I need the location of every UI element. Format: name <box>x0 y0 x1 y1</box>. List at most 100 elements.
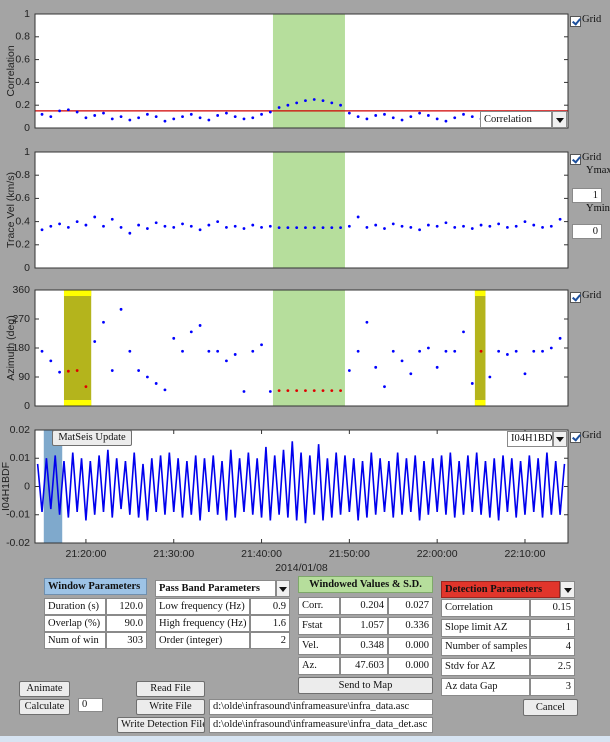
data-point <box>321 99 325 103</box>
param-value[interactable]: 1.6 <box>250 615 290 632</box>
data-point <box>93 114 97 117</box>
param-value[interactable]: 2 <box>250 632 290 649</box>
param-value[interactable]: 303 <box>106 632 147 649</box>
param-value[interactable]: 4 <box>530 638 575 657</box>
y-axis-label: Trace Vel (km/s) <box>5 172 17 248</box>
data-point <box>532 223 536 227</box>
grid-checkbox[interactable] <box>570 292 581 303</box>
data-point <box>391 222 395 226</box>
param-value[interactable]: 1 <box>530 618 575 637</box>
data-point <box>277 389 281 393</box>
data-point <box>216 114 220 117</box>
y-axis-label: Correlation <box>5 45 17 97</box>
data-point <box>374 114 378 117</box>
y-tick-label: 90 <box>18 371 30 383</box>
data-point <box>84 223 88 227</box>
data-point <box>277 106 281 109</box>
data-point <box>251 116 255 120</box>
data-point <box>497 349 501 353</box>
y-tick-label: 0 <box>24 262 30 274</box>
grid-checkbox[interactable] <box>570 432 581 443</box>
data-point <box>102 111 105 115</box>
data-point <box>137 116 141 120</box>
data-point <box>383 112 386 116</box>
data-point <box>172 117 176 121</box>
param-value[interactable]: 0.15 <box>530 599 575 617</box>
param-label: Correlation <box>441 599 530 617</box>
panel-title[interactable]: Pass Band Parameters <box>155 580 276 597</box>
param-value[interactable]: 120.0 <box>106 598 147 615</box>
read-file-button[interactable]: Read File <box>136 681 205 697</box>
analysis-window <box>272 290 345 406</box>
data-point <box>383 385 386 389</box>
param-value[interactable]: 3 <box>530 677 575 696</box>
detection-arrow[interactable] <box>560 581 575 598</box>
y-tick-label: 1 <box>24 146 30 158</box>
data-point <box>251 349 255 353</box>
y-tick-label: 360 <box>12 284 30 296</box>
y-tick-label: 0.4 <box>15 76 30 88</box>
data-point <box>558 336 562 340</box>
write-detection-button[interactable]: Write Detection File <box>117 717 205 733</box>
data-point <box>207 349 211 353</box>
ymin-input[interactable]: 0 <box>572 224 602 239</box>
x-tick-label: 22:10:00 <box>505 548 546 560</box>
std-dev: 0.000 <box>388 657 433 675</box>
pass-band-arrow[interactable] <box>276 580 290 597</box>
detection-cap <box>63 400 92 406</box>
send-button[interactable]: Send to Map <box>298 677 433 694</box>
data-point <box>541 349 544 353</box>
param-value[interactable]: 90.0 <box>106 615 147 632</box>
cancel-button[interactable]: Cancel <box>523 699 578 716</box>
x-axis-label: 2014/01/08 <box>275 562 328 574</box>
param-label: Number of samples <box>441 638 530 657</box>
update-button[interactable]: MatSeis Update <box>52 430 132 446</box>
param-value[interactable]: 2.5 <box>530 658 575 677</box>
detection-file-path[interactable]: d:\olde\infrasound\inframeasure\infra_da… <box>209 717 433 733</box>
data-point <box>409 372 413 376</box>
x-tick-label: 21:30:00 <box>153 548 194 560</box>
write-file-button[interactable]: Write File <box>136 699 205 715</box>
ymax-label: Ymax <box>586 165 610 176</box>
ymax-input[interactable]: 1 <box>572 188 602 203</box>
data-point <box>216 349 220 353</box>
data-point <box>198 228 202 232</box>
data-point <box>110 117 114 121</box>
value: 1.057 <box>340 617 388 635</box>
y-tick-label: 0.2 <box>15 99 30 111</box>
channel-menu[interactable]: I04H1BDF <box>507 431 553 447</box>
data-point <box>66 369 70 373</box>
channel-menu-arrow[interactable] <box>553 431 567 447</box>
y-tick-label: 0.6 <box>15 53 30 65</box>
data-point <box>549 224 553 228</box>
data-point <box>532 349 536 353</box>
data-point <box>128 118 132 122</box>
value-label: Az. <box>298 657 340 675</box>
data-point <box>233 224 237 228</box>
data-point <box>40 228 44 232</box>
grid-checkbox[interactable] <box>570 154 581 165</box>
panel-title[interactable]: Detection Parameters <box>441 581 560 598</box>
plot-menu[interactable]: Correlation <box>480 111 552 128</box>
data-point <box>356 349 360 353</box>
data-point <box>189 224 193 228</box>
animate-button[interactable]: Animate <box>19 681 70 697</box>
data-point <box>295 101 299 105</box>
param-label: Stdv for AZ <box>441 658 530 677</box>
data-point <box>189 112 193 116</box>
data-point <box>102 224 105 228</box>
data-file-path[interactable]: d:\olde\infrasound\inframeasure\infra_da… <box>209 699 433 715</box>
data-point <box>330 226 334 230</box>
data-point <box>40 112 44 116</box>
param-value[interactable]: 0.9 <box>250 598 290 615</box>
counter-input[interactable]: 0 <box>78 698 103 712</box>
calculate-button[interactable]: Calculate <box>19 699 70 715</box>
data-point <box>242 227 246 230</box>
data-point <box>374 223 378 227</box>
data-point <box>506 353 509 356</box>
value: 0.204 <box>340 597 388 615</box>
grid-checkbox[interactable] <box>570 16 581 27</box>
data-point <box>312 389 316 393</box>
plot-menu-arrow[interactable] <box>552 111 567 128</box>
